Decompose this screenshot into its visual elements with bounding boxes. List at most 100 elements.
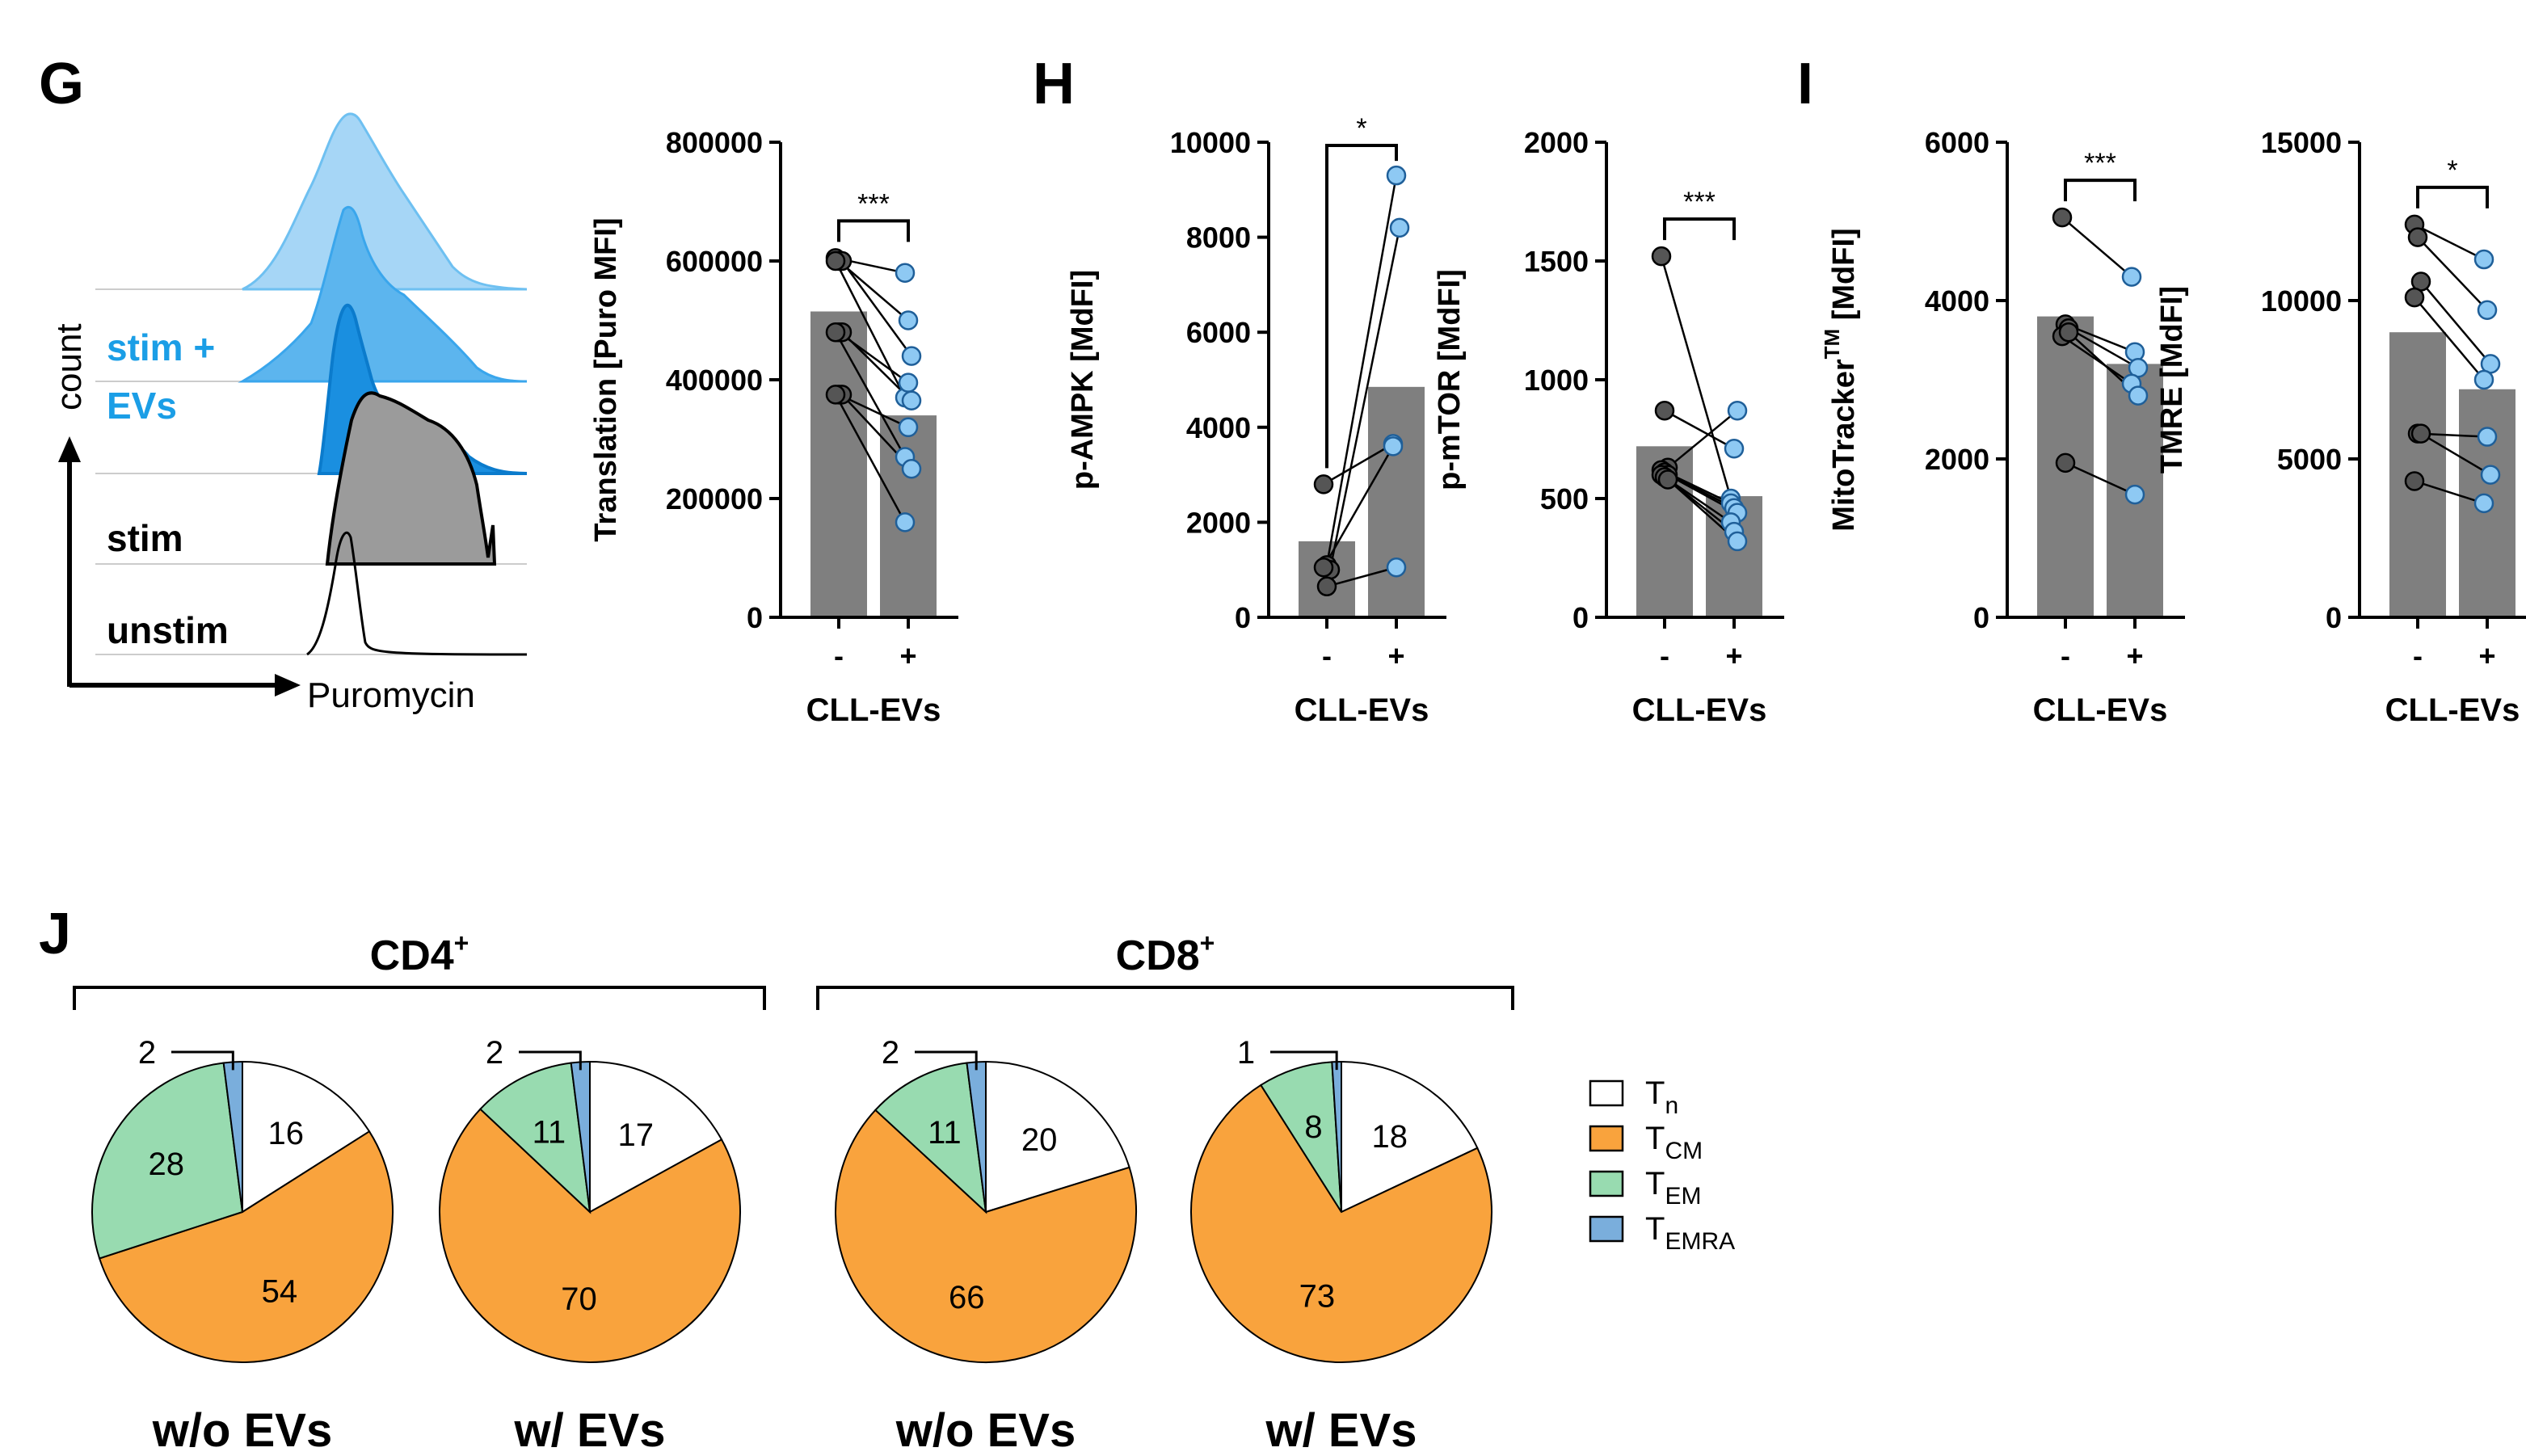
ytick-label-pmtor: 1000 [1524,364,1589,397]
hist-track-unstim [306,531,528,656]
hist-x-arrowhead [275,674,301,696]
ytick-label-pampk: 0 [1235,601,1251,634]
pie-slice-em [91,1062,244,1260]
dot-minus-pampk [1313,558,1334,578]
pie-value-label: 17 [618,1117,655,1153]
dot-minus-translation [825,322,846,343]
bar-translation-minus [810,311,867,617]
hist-track-stim-evs-1 [242,112,528,291]
xtick-label-pmtor: - [1660,639,1669,672]
dot-plus-translation [901,459,922,479]
ytick-label-tmre: 0 [2326,601,2342,634]
pair-line-mitotracker [2065,461,2136,496]
pie-value-label: 70 [561,1281,597,1317]
dot-plus-mitotracker [2124,342,2145,362]
pair-line-tmre [2420,432,2491,476]
ytick-label-translation: 0 [747,601,763,634]
chart-translation: 0 200000 400000 600000 800000 - + CLL-EVs Transl… [589,126,958,728]
hist-y-arrowhead [58,436,81,462]
pie-value-label: 73 [1299,1279,1336,1315]
ytick-label-mitotracker: 2000 [1925,443,1989,476]
xtick-label-translation: - [834,639,844,672]
histogram-puromycin: Puromycin count stim + EVs stim unstim [49,112,528,715]
dot-minus-mitotracker [2052,207,2073,228]
sig-stars-translation: *** [857,188,890,219]
pair-line-translation [834,260,907,398]
dot-minus-pampk [1316,576,1337,597]
dot-minus-translation [825,250,846,271]
pair-line-mitotracker [2061,217,2132,278]
legend-swatch-n [1589,1079,1624,1107]
pie-value-label: 1 [1237,1035,1255,1071]
ytick-label-tmre: 15000 [2261,126,2342,159]
pair-line-mitotracker [2061,335,2132,385]
x-label-translation: CLL-EVs [806,692,941,728]
pie-value-label: 20 [1021,1122,1058,1158]
chart-p-mtor: 0 500 1000 1500 2000 - + CLL-EVs p-mTOR [MdFI] **… [1433,126,1784,728]
dot-plus-pampk [1386,558,1407,578]
legend-swatch-cm [1589,1125,1624,1152]
dot-plus-pmtor [1727,400,1748,421]
panel-label-g: G [39,52,84,116]
pie-leader-line [171,1050,234,1071]
dot-plus-translation [898,372,919,393]
pair-line-translation [834,331,907,458]
pie-value-label: 2 [486,1035,503,1071]
dot-minus-pmtor [1651,246,1672,267]
pie-caption: w/ EVs [1265,1404,1417,1456]
dot-minus-tmre [2404,471,2425,491]
dot-plus-pmtor [1724,439,1745,459]
ytick-label-translation: 400000 [666,364,763,397]
ytick-label-pmtor: 500 [1540,482,1589,515]
xtick-label-translation: + [899,639,916,672]
hist-label-stim-evs-2: EVs [107,385,177,427]
panel-label-h: H [1033,52,1075,116]
pair-line-pampk [1328,227,1401,570]
hist-track-stim-evs-2 [238,205,528,383]
dot-plus-mitotracker [2124,484,2145,505]
ytick-label-pmtor: 0 [1572,601,1589,634]
ytick-label-pmtor: 1500 [1524,245,1589,278]
dot-minus-mitotracker [2055,452,2076,473]
pair-line-pampk [1325,175,1398,566]
group-bracket-cd8 [816,986,1514,1010]
ytick-label-pampk: 6000 [1186,316,1251,349]
pie-slice-cm [835,1109,1138,1363]
pie-value-label: 18 [1372,1119,1408,1155]
dot-minus-pmtor [1654,400,1675,421]
sig-stars-mitotracker: *** [2084,148,2116,179]
pie-value-label: 54 [262,1274,298,1310]
ytick-label-pampk: 10000 [1170,126,1251,159]
legend-label-emra: TEMRA [1645,1211,1735,1255]
pie-value-label: 2 [882,1035,899,1071]
chart-p-ampk: 0 2000 4000 6000 8000 10000 - + CLL-EVs p-AMPK [M… [1066,113,1446,728]
y-label-mitotracker: MitoTrackerTM [MdFI] [1820,228,1861,531]
dot-plus-mitotracker [2121,267,2142,287]
y-label-pmtor: p-mTOR [MdFI] [1433,269,1467,490]
dot-minus-tmre [2404,287,2425,308]
pie-slice-n [589,1060,723,1214]
pie-caption: w/o EVs [895,1404,1076,1456]
pie-value-label: 2 [138,1035,156,1071]
group-label-cd8: CD8+ [1116,928,1215,979]
group-bracket-cd4 [73,986,766,1010]
pie-slice-cm [1190,1084,1492,1363]
pie-slice-em [874,1062,987,1214]
dot-plus-tmre [2477,300,2498,321]
xtick-label-pampk: + [1387,639,1404,672]
dot-plus-tmre [2473,369,2494,390]
ytick-label-pampk: 8000 [1186,221,1251,255]
y-label-tmre: TMRE [MdFI] [2155,286,2189,473]
ytick-label-pampk: 4000 [1186,411,1251,444]
y-label-pampk: p-AMPK [MdFI] [1066,270,1100,490]
dot-plus-tmre [2473,249,2494,270]
y-label-translation: Translation [Puro MFI] [589,217,623,541]
xtick-label-mitotracker: - [2061,639,2070,672]
pie-value-label: 11 [533,1115,566,1151]
x-label-mitotracker: CLL-EVs [2033,692,2168,728]
bar-pampk-plus [1368,386,1425,617]
dot-minus-mitotracker [2058,322,2079,343]
pie-slice-n [985,1060,1130,1214]
dot-minus-tmre [2410,423,2431,444]
pair-line-pmtor [1664,410,1735,450]
